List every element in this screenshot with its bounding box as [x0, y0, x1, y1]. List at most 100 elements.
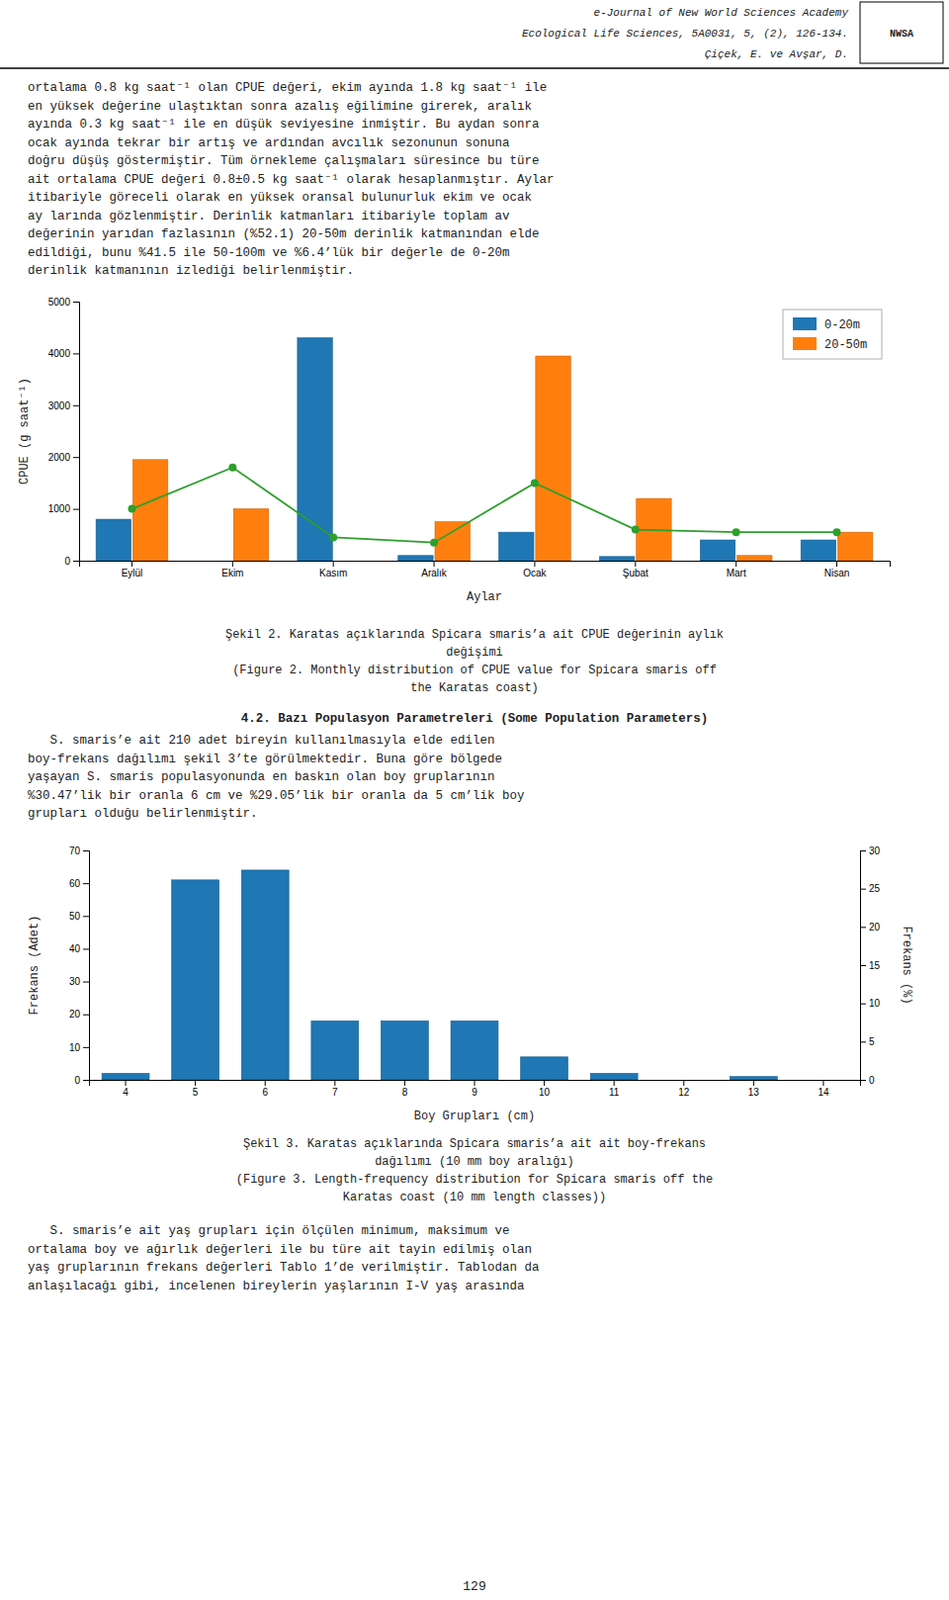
bar [172, 879, 220, 1080]
tick-label: 12 [678, 1086, 691, 1098]
tick-label: 40 [69, 943, 82, 954]
legend: 0-20m 20-50m [782, 309, 882, 359]
x-axis-title: Aylar [466, 590, 503, 604]
tick-mark [735, 560, 737, 567]
tick-mark [613, 1079, 615, 1086]
tick-label: 60 [69, 877, 82, 889]
body-line: ayında 0.3 kg saat⁻¹ ile en düşük seviye… [27, 117, 540, 132]
bar [241, 869, 289, 1080]
body-line: itibariyle göreceli olarak en yüksek ora… [27, 190, 532, 205]
page: e-Journal of New World Sciences AcademyE… [0, 0, 949, 1600]
caption-line: Şekil 2. Karatas açıklarında Spicara sma… [225, 627, 724, 642]
header-line: Çiçek, E. ve Avşar, D. [704, 48, 849, 61]
marker [530, 478, 539, 487]
tick-label: 50 [69, 910, 82, 922]
tick-mark [73, 405, 80, 407]
tick: 10 [860, 997, 881, 1009]
tick-mark [83, 1046, 89, 1048]
tick: 60 [69, 877, 89, 889]
plot-area [95, 338, 873, 561]
tick: 9 [471, 1079, 478, 1098]
bar [297, 338, 333, 561]
tick: 5 [860, 1035, 875, 1047]
tick-mark [474, 1079, 476, 1086]
logo-box [860, 1, 944, 64]
tick-label: 10 [538, 1086, 551, 1098]
tick-label: 8 [402, 1086, 409, 1098]
tick: 11 [608, 1079, 620, 1098]
body-line: ocak ayında tekrar bir artış ve ardından… [27, 136, 511, 151]
tick-mark [683, 1079, 685, 1086]
section-line: yaşayan S. smaris populasyonunda en bask… [27, 770, 496, 784]
body-line: doğru düşüş göstermiştir. Tüm örnekleme … [27, 154, 540, 169]
tick-mark [860, 888, 866, 890]
tick-mark [860, 964, 866, 966]
tick: 70 [69, 845, 89, 857]
tick: 13 [748, 1079, 761, 1098]
axis-line [83, 851, 90, 1081]
tick-label: 25 [868, 882, 881, 894]
marker [833, 527, 842, 536]
tick-mark [264, 1079, 266, 1086]
bar [660, 1079, 708, 1081]
axis: 4567891011121314 [89, 1079, 862, 1098]
header: e-Journal of New World Sciences AcademyE… [521, 1, 944, 64]
axis-line [861, 851, 867, 1081]
x-axis-title: Boy Grupları (cm) [414, 1109, 535, 1123]
body-text: ortalama 0.8 kg saat⁻¹ olan CPUE değeri,… [27, 81, 555, 278]
bar [434, 521, 470, 561]
body-line: anlaşılacağı gibi, incelenen bireylerin … [27, 1279, 525, 1294]
tick-mark [73, 456, 80, 458]
tick-label: Ocak [522, 567, 547, 579]
tick: 50 [69, 910, 89, 922]
bar [837, 531, 872, 561]
tick-label: 0 [868, 1074, 875, 1086]
marker [228, 463, 237, 472]
legend-label: 20-50m [824, 338, 867, 352]
axis-line [80, 561, 891, 568]
tick: Ekim [221, 560, 244, 579]
tick: 12 [678, 1079, 691, 1098]
chart: 4567891011121314010203040506070051015202… [27, 845, 914, 1123]
tick-mark [404, 1079, 406, 1086]
bar-series [95, 338, 836, 561]
tick-mark [73, 352, 80, 354]
tick-label: Aralık [421, 567, 448, 579]
bar [737, 555, 773, 561]
tick-label: 5000 [48, 296, 72, 308]
caption-line: Şekil 3. Karatas açıklarında Spicara sma… [243, 1136, 706, 1151]
caption-line: dağılımı (10 mm boy aralığı) [374, 1154, 575, 1169]
tick-mark [753, 1079, 755, 1086]
header-rule [0, 67, 949, 70]
bar [233, 509, 268, 561]
tick-label: 14 [817, 1086, 830, 1098]
tick-mark [860, 1003, 866, 1005]
marker [127, 505, 136, 514]
tick-mark [125, 1079, 127, 1086]
y-axis-title: CPUE (g saat⁻¹) [17, 377, 32, 485]
tick: 30 [860, 845, 881, 857]
tick-mark [83, 981, 89, 983]
tick-mark [83, 1079, 89, 1081]
tick-mark [131, 560, 133, 567]
body-line: S. smaris’e ait yaş grupları için ölçüle… [27, 1223, 511, 1238]
tick-label: 2000 [48, 451, 72, 463]
caption-line: Karatas coast (10 mm length classes)) [343, 1190, 606, 1205]
plot-area [101, 869, 777, 1080]
tick: 20 [860, 921, 881, 933]
bar [499, 531, 534, 561]
tick-label: 30 [69, 975, 82, 987]
tick-mark [860, 1040, 866, 1042]
body-line: ay ların­da gözlenmiştir. Derinlik katma… [27, 209, 511, 224]
bar [599, 556, 634, 561]
tick-label: Nisan [824, 567, 851, 579]
tick-mark [334, 1079, 336, 1086]
caption-line: (Figure 2. Monthly distribution of CPUE … [232, 663, 717, 678]
axis: 010203040506070 [69, 845, 90, 1086]
section-title: 4.2. Bazı Populasyon Parametreleri (Some… [241, 711, 709, 726]
bar [334, 560, 369, 562]
section: 4.2. Bazı Populasyon Parametreleri (Some… [27, 711, 708, 821]
tick-mark [533, 560, 535, 567]
tick-label: Şubat [622, 567, 649, 579]
legend-label: 0-20m [824, 318, 861, 333]
